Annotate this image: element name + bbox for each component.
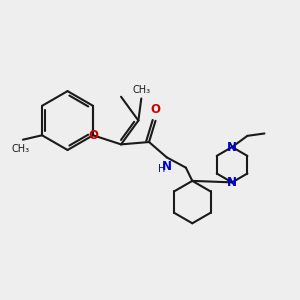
- Text: CH₃: CH₃: [11, 144, 30, 154]
- Text: H: H: [158, 164, 165, 174]
- Text: O: O: [151, 103, 161, 116]
- Text: N: N: [227, 140, 237, 154]
- Text: O: O: [88, 129, 98, 142]
- Text: N: N: [227, 176, 237, 189]
- Text: N: N: [162, 160, 172, 173]
- Text: CH₃: CH₃: [132, 85, 150, 95]
